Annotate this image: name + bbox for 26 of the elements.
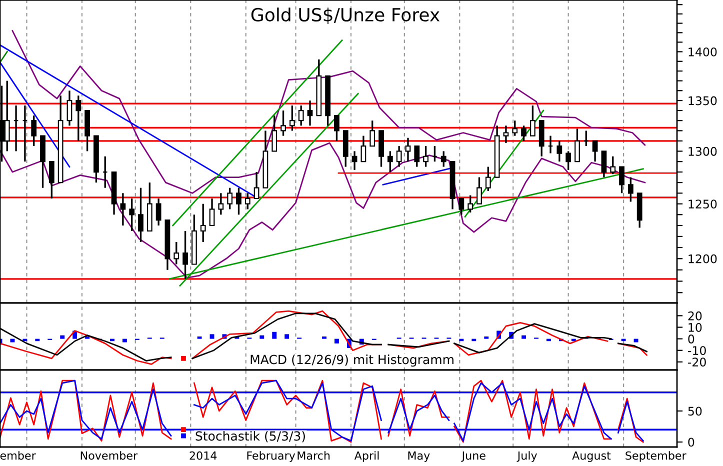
chart-title: Gold US$/Unze Forex [251, 8, 440, 24]
x-tick-label: May [408, 452, 430, 462]
x-tick-label: March [298, 451, 330, 460]
annotation: Stochastik (5/3/3) [196, 431, 305, 442]
y-tick-label: 0 [688, 334, 694, 344]
y-tick-label: 0 [688, 438, 694, 447]
x-tick-label: ember [0, 451, 36, 460]
x-tick-label: September [626, 451, 686, 462]
y-tick-label: 1200 [688, 254, 717, 264]
y-tick-label: 1300 [688, 146, 717, 156]
y-tick-label: 1250 [688, 200, 717, 209]
y-tick-label: -20 [688, 358, 706, 367]
y-tick-label: 20 [688, 311, 702, 320]
x-tick-label: February [247, 451, 296, 462]
y-tick-label: 10 [688, 322, 702, 332]
y-tick-label: 50 [688, 406, 702, 416]
annotation: MACD (12/26/9) mit Histogramm [250, 354, 454, 367]
x-tick-label: August [572, 452, 611, 462]
x-tick-label: November [80, 451, 138, 460]
y-tick-label: 1400 [688, 47, 717, 56]
x-tick-label: 2014 [190, 451, 217, 460]
x-tick-label: April [354, 451, 379, 462]
x-tick-label: June [461, 452, 486, 462]
y-tick-label: 1350 [688, 96, 717, 106]
x-tick-label: July [516, 451, 538, 462]
y-tick-label: -10 [688, 346, 706, 356]
